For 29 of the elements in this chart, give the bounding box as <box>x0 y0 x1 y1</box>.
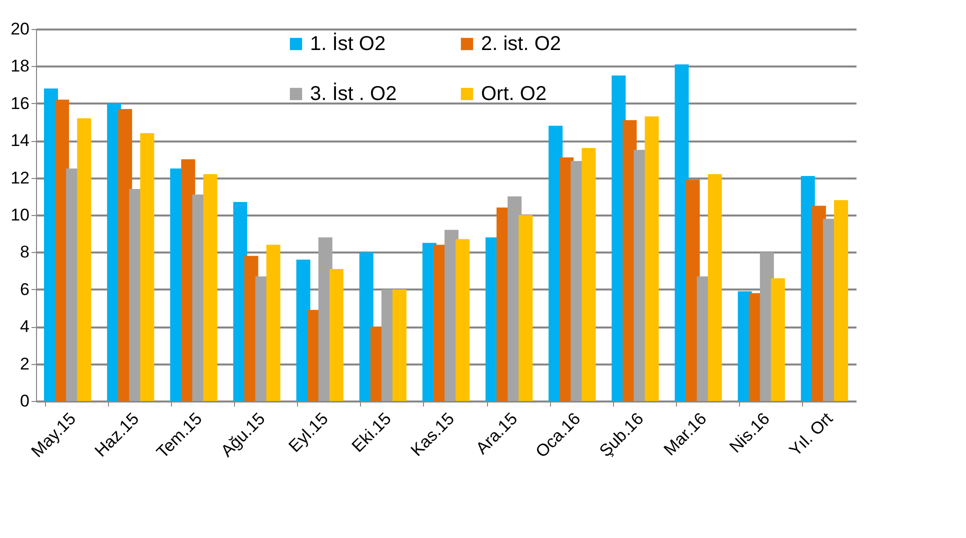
y-tick-label: 4 <box>20 317 30 336</box>
y-tick-label: 20 <box>10 20 30 38</box>
bar <box>77 118 92 401</box>
y-tick-label: 2 <box>20 354 30 374</box>
y-tick-label: 18 <box>10 56 30 76</box>
y-tick-label: 10 <box>10 206 30 224</box>
y-tick-label: 8 <box>20 242 30 262</box>
legend-label: 3. İst . O2 <box>310 82 397 105</box>
x-tick-label: Yıl. Ort <box>786 408 837 460</box>
bar <box>392 289 406 401</box>
bar <box>708 174 722 401</box>
y-tick-label: 14 <box>10 131 30 150</box>
y-tick-label: 0 <box>20 392 30 410</box>
bar <box>644 116 659 401</box>
bar <box>329 268 344 401</box>
bar <box>266 244 280 401</box>
y-tick-label: 12 <box>10 168 30 188</box>
legend-label: 1. İst O2 <box>310 32 386 55</box>
y-tick-label: 6 <box>20 280 30 299</box>
bar <box>834 200 848 401</box>
bar <box>582 148 596 401</box>
y-tick-label: 16 <box>10 94 30 113</box>
legend-label: 2. ist. O2 <box>481 33 562 55</box>
bar <box>518 215 533 401</box>
legend-label: Ort. O2 <box>481 83 547 105</box>
bar <box>456 239 470 401</box>
bar <box>770 278 785 401</box>
bar <box>203 174 218 401</box>
bar <box>140 133 154 401</box>
